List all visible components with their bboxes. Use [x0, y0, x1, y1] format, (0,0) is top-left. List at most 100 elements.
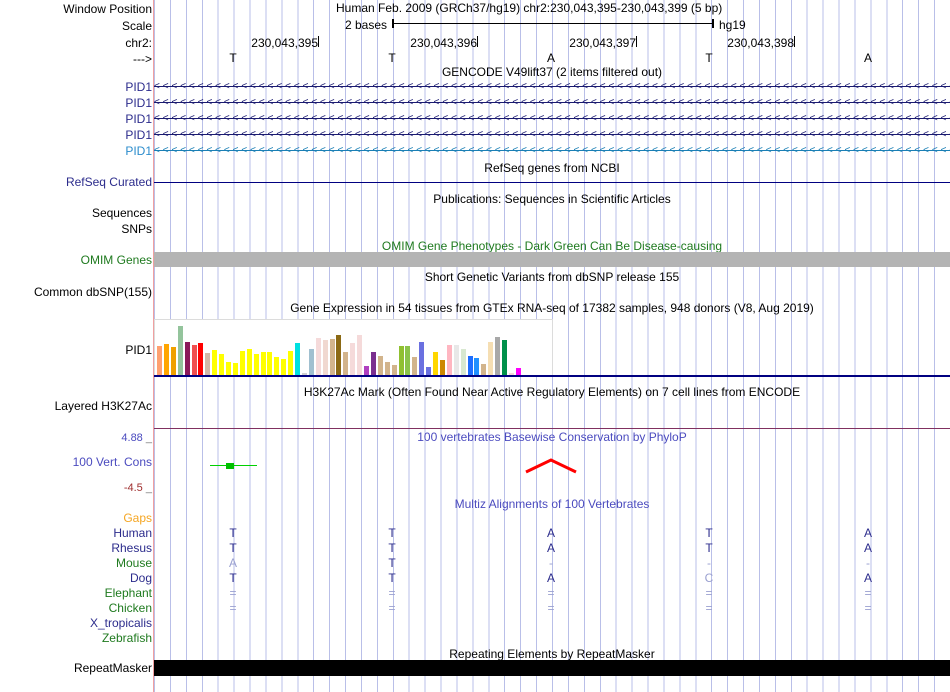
gtex-tissue-bar[interactable] [515, 368, 521, 376]
gtex-tissue-bar[interactable] [177, 326, 183, 376]
gtex-tissue-bar[interactable] [377, 356, 383, 376]
gtex-tissue-bar[interactable] [226, 362, 231, 376]
axis-dash: _ [142, 482, 152, 494]
multiz-base-mouse: T [388, 556, 396, 570]
gtex-tissue-bar[interactable] [232, 363, 238, 376]
gtex-tissue-bar[interactable] [191, 345, 197, 376]
gtex-tissue-bar[interactable] [336, 335, 342, 376]
species-label-zebrafish[interactable]: Zebrafish [101, 631, 152, 645]
gtex-tissue-bar[interactable] [163, 344, 169, 376]
species-label-rhesus[interactable]: Rhesus [111, 541, 152, 555]
gtex-tissue-bar[interactable] [495, 337, 501, 376]
gtex-tissue-bar[interactable] [502, 340, 507, 376]
gtex-tissue-bar[interactable] [322, 340, 328, 376]
gene-label-pid1[interactable]: PID1 [125, 144, 152, 158]
gtex-tissue-bar[interactable] [239, 351, 245, 376]
omim-gene-bar[interactable] [154, 252, 950, 267]
gtex-tissue-bar[interactable] [281, 359, 287, 376]
species-label-mouse[interactable]: Mouse [115, 556, 152, 570]
gtex-tissue-bar[interactable] [433, 352, 438, 376]
gtex-tissue-bar[interactable] [398, 346, 404, 376]
track-label-100-vert-cons[interactable]: 100 Vert. Cons [72, 455, 152, 469]
multiz-base-elephant: = [547, 586, 555, 600]
gtex-tissue-bar[interactable] [184, 342, 190, 376]
refseq-feature-line[interactable] [154, 182, 950, 183]
track-label-refseq-curated[interactable]: RefSeq Curated [65, 175, 152, 189]
reference-base: A [863, 51, 873, 65]
conservation-positive-bar[interactable] [226, 463, 234, 469]
gene-row-pid1[interactable]: <<<<<<<<<<<<<<<<<<<<<<<<<<<<<<<<<<<<<<<<… [154, 113, 950, 124]
gtex-tissue-bar[interactable] [198, 343, 204, 376]
gtex-tissue-bar[interactable] [508, 373, 514, 376]
coord-tick [477, 36, 478, 47]
multiz-base-rhesus: A [546, 541, 556, 555]
gtex-tissue-bar[interactable] [343, 352, 349, 376]
gtex-tissue-bar[interactable] [384, 362, 390, 376]
gene-label-pid1[interactable]: PID1 [125, 80, 152, 94]
species-label-human[interactable]: Human [113, 526, 152, 540]
gene-row-pid1[interactable]: <<<<<<<<<<<<<<<<<<<<<<<<<<<<<<<<<<<<<<<<… [154, 129, 950, 140]
gtex-tissue-bar[interactable] [439, 360, 445, 376]
gtex-tissue-bar[interactable] [295, 343, 300, 376]
gtex-tissue-bar[interactable] [274, 357, 280, 376]
species-label-chicken[interactable]: Chicken [108, 601, 152, 615]
conservation-negative-peak[interactable] [524, 456, 578, 474]
gtex-tissue-bar[interactable] [446, 345, 452, 376]
gtex-tissue-bar[interactable] [488, 342, 494, 376]
gtex-tissue-bar[interactable] [308, 349, 314, 376]
gtex-tissue-bar[interactable] [467, 356, 473, 376]
gtex-tissue-bar[interactable] [350, 343, 356, 376]
gtex-tissue-bar[interactable] [460, 349, 466, 376]
gtex-tissue-bar[interactable] [391, 365, 397, 376]
track-label-omim-genes[interactable]: OMIM Genes [80, 253, 152, 267]
gtex-tissue-bar[interactable] [157, 346, 162, 376]
gtex-tissue-bar[interactable] [357, 335, 363, 376]
gtex-tissue-bar[interactable] [419, 342, 425, 376]
gtex-tissue-bar[interactable] [212, 350, 218, 376]
gtex-tissue-bar[interactable] [288, 351, 294, 376]
gtex-tissue-bar[interactable] [370, 352, 376, 376]
species-label-elephant[interactable]: Elephant [104, 586, 152, 600]
gtex-tissue-bar[interactable] [405, 346, 411, 376]
gene-strand-arrows: <<<<<<<<<<<<<<<<<<<<<<<<<<<<<<<<<<<<<<<<… [154, 129, 950, 140]
gtex-tissue-bar[interactable] [170, 347, 176, 376]
species-label-dog[interactable]: Dog [129, 571, 152, 585]
gtex-tissue-bar[interactable] [315, 338, 321, 376]
track-label-gtex-pid1[interactable]: PID1 [125, 343, 152, 357]
gene-row-pid1[interactable]: <<<<<<<<<<<<<<<<<<<<<<<<<<<<<<<<<<<<<<<<… [154, 145, 950, 156]
gene-row-pid1[interactable]: <<<<<<<<<<<<<<<<<<<<<<<<<<<<<<<<<<<<<<<<… [154, 81, 950, 92]
gene-label-pid1[interactable]: PID1 [125, 128, 152, 142]
gtex-tissue-bar[interactable] [253, 354, 259, 376]
track-label-repeatmasker[interactable]: RepeatMasker [73, 661, 152, 675]
gtex-tissue-bar[interactable] [260, 352, 266, 376]
gtex-tissue-bar[interactable] [481, 364, 487, 376]
gtex-tissue-bar[interactable] [205, 353, 211, 376]
gtex-tissue-bar[interactable] [329, 339, 335, 376]
gene-label-pid1[interactable]: PID1 [125, 112, 152, 126]
gtex-tissue-bar[interactable] [267, 352, 273, 376]
repeatmasker-feature-bar[interactable] [154, 660, 950, 676]
species-label-gaps[interactable]: Gaps [123, 511, 152, 525]
gtex-tissue-bar[interactable] [453, 345, 459, 376]
track-label-common-dbsnp[interactable]: Common dbSNP(155) [33, 285, 152, 299]
gtex-tissue-bar[interactable] [412, 357, 418, 376]
gtex-tissue-bar[interactable] [246, 349, 252, 376]
track-label-sequences[interactable]: Sequences [91, 206, 152, 220]
coord-label: 230,043,395 [251, 36, 318, 50]
gtex-tissue-bar[interactable] [474, 358, 480, 376]
track-label-snps[interactable]: SNPs [121, 222, 152, 236]
track-title-refseq: RefSeq genes from NCBI [484, 161, 620, 175]
multiz-base-mouse: A [228, 556, 238, 570]
multiz-base-chicken: = [864, 601, 872, 615]
track-label-layered-h3k27ac[interactable]: Layered H3K27Ac [54, 399, 152, 413]
species-label-x-tropicalis[interactable]: X_tropicalis [89, 616, 152, 630]
multiz-base-rhesus: T [229, 541, 237, 555]
gtex-tissue-bar[interactable] [364, 366, 369, 376]
gene-row-pid1[interactable]: <<<<<<<<<<<<<<<<<<<<<<<<<<<<<<<<<<<<<<<<… [154, 97, 950, 108]
track-title-repeatmasker: Repeating Elements by RepeatMasker [449, 647, 655, 661]
gtex-expression-barchart[interactable] [154, 319, 553, 376]
gtex-tissue-bar[interactable] [301, 373, 307, 376]
gtex-tissue-bar[interactable] [426, 367, 432, 376]
gene-label-pid1[interactable]: PID1 [125, 96, 152, 110]
gtex-tissue-bar[interactable] [219, 354, 225, 376]
